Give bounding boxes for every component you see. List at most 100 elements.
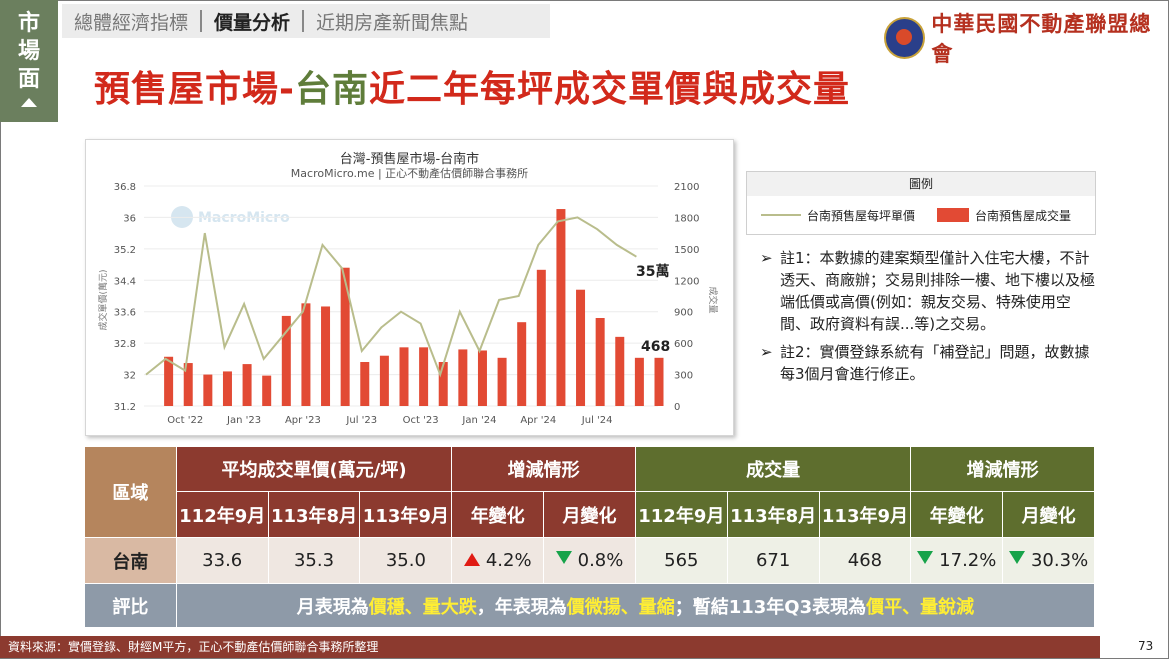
price-yoy-cell: 4.2% xyxy=(451,537,545,584)
volume-bar xyxy=(379,355,389,406)
chart-subtitle: MacroMicro.me | 正心不動產估價師聯合事務所 xyxy=(290,167,529,180)
y-right-axis-label: 成交量 xyxy=(707,286,719,313)
price-yoy-value: 4.2% xyxy=(485,550,532,571)
x-tick-label: Jul '23 xyxy=(345,415,377,426)
price-cell: 35.0 xyxy=(359,537,453,584)
header-period: 112年9月 xyxy=(634,491,728,538)
volume-bar xyxy=(497,357,507,406)
price-line xyxy=(145,216,637,378)
nav-divider xyxy=(302,10,305,32)
y-left-tick-label: 32 xyxy=(123,371,136,382)
arrow-bullet-icon: ➢ xyxy=(760,249,773,267)
triangle-up-icon xyxy=(463,553,480,566)
volume-bar xyxy=(517,322,527,406)
y-right-tick-label: 1500 xyxy=(674,245,699,256)
side-tab-char: 面 xyxy=(17,67,40,92)
title-part-1: 預售屋市場- xyxy=(94,69,295,110)
volume-bar xyxy=(360,362,370,406)
y-left-tick-label: 36.8 xyxy=(114,182,136,193)
eval-summary: 月表現為價穩、量大跌，年表現為價微揚、量縮；暫結113年Q3表現為價平、量銳減 xyxy=(175,583,1096,628)
y-left-tick-label: 34.4 xyxy=(114,276,136,287)
legend-line-swatch xyxy=(761,214,801,216)
arrow-bullet-icon: ➢ xyxy=(760,343,773,361)
note-text: 註2：實價登錄系統有「補登記」問題，故數據每3個月會進行修正。 xyxy=(780,343,1090,383)
note-text: 註1：本數據的建案類型僅計入住宅大樓，不計透天、商廠辦；交易則排除一樓、地下樓以… xyxy=(780,249,1096,333)
chart-title: 台灣-預售屋市場-台南市 xyxy=(339,152,480,167)
association-logo: 中華民國不動產聯盟總會 xyxy=(884,8,1169,68)
volume-bar xyxy=(419,347,429,406)
legend-line-label: 台南預售屋每坪單價 xyxy=(807,208,916,223)
triangle-down-icon xyxy=(555,551,572,564)
volume-bar xyxy=(301,303,311,406)
y-right-tick-label: 300 xyxy=(674,371,693,382)
table-row: 台南 33.6 35.3 35.0 4.2% 0.8% 565 671 468 … xyxy=(84,537,1095,584)
y-left-tick-label: 32.8 xyxy=(114,339,136,350)
price-mom-value: 0.8% xyxy=(577,550,624,571)
side-tab-char: 場 xyxy=(17,39,40,64)
chart-legend: 圖例 台南預售屋每坪單價 台南預售屋成交量 xyxy=(746,171,1096,235)
volume-bar xyxy=(615,336,625,406)
price-cell: 35.3 xyxy=(267,537,361,584)
header-area: 區域 xyxy=(84,446,177,538)
volume-bar xyxy=(477,350,487,406)
volume-bar xyxy=(438,362,448,406)
header-period: 112年9月 xyxy=(175,491,269,538)
header-period: 113年8月 xyxy=(267,491,361,538)
x-tick-label: Apr '24 xyxy=(520,415,556,426)
x-tick-label: Jan '24 xyxy=(461,415,496,426)
legend-title: 圖例 xyxy=(747,172,1095,196)
volume-bar xyxy=(399,347,409,406)
price-cell: 33.6 xyxy=(175,537,269,584)
association-seal-icon xyxy=(884,17,926,59)
header-yoy: 年變化 xyxy=(910,491,1004,538)
volume-bar xyxy=(183,363,193,406)
nav-item-macro[interactable]: 總體經濟指標 xyxy=(74,11,189,34)
x-tick-label: Jan '23 xyxy=(226,415,261,426)
volume-cell: 565 xyxy=(634,537,728,584)
volume-annotation: 468 xyxy=(641,339,671,355)
volume-cell: 671 xyxy=(726,537,820,584)
volume-bar xyxy=(654,357,664,406)
legend-bar-label: 台南預售屋成交量 xyxy=(975,208,1072,223)
eval-text: ；暫結113年Q3表現為 xyxy=(674,596,867,618)
page-number: 73 xyxy=(1138,639,1154,653)
volume-yoy-cell: 17.2% xyxy=(910,537,1004,584)
nav-divider xyxy=(200,10,203,32)
header-mom: 月變化 xyxy=(543,491,636,538)
x-tick-label: Apr '23 xyxy=(285,415,321,426)
x-tick-label: Oct '23 xyxy=(403,415,439,426)
x-tick-label: Oct '22 xyxy=(167,415,203,426)
volume-mom-value: 30.3% xyxy=(1030,550,1089,571)
volume-bar xyxy=(595,318,605,406)
price-mom-cell: 0.8% xyxy=(543,537,636,584)
header-price: 平均成交單價(萬元/坪) xyxy=(175,446,453,492)
volume-bar xyxy=(458,349,468,406)
y-left-tick-label: 35.2 xyxy=(114,245,136,256)
y-right-tick-label: 0 xyxy=(674,402,680,413)
source-footer: 資料來源：實價登錄、財經M平方，正心不動產估價師聯合事務所整理 xyxy=(0,636,1100,658)
nav-item-price-volume[interactable]: 價量分析 xyxy=(214,11,291,34)
y-right-tick-label: 600 xyxy=(674,339,693,350)
volume-bar xyxy=(222,371,232,406)
y-right-tick-label: 900 xyxy=(674,308,693,319)
header-volume: 成交量 xyxy=(634,446,912,492)
volume-bar xyxy=(242,364,252,406)
header-price-change: 增減情形 xyxy=(451,446,636,492)
notes: ➢ 註1：本數據的建案類型僅計入住宅大樓，不計透天、商廠辦；交易則排除一樓、地下… xyxy=(760,247,1100,391)
title-city: 台南 xyxy=(294,69,369,110)
summary-table: 區域 平均成交單價(萬元/坪) 增減情形 成交量 增減情形 112年9月 113… xyxy=(84,446,1096,628)
volume-bar xyxy=(281,315,291,406)
chart-panel: 台灣-預售屋市場-台南市 MacroMicro.me | 正心不動產估價師聯合事… xyxy=(85,139,734,436)
association-name: 中華民國不動產聯盟總會 xyxy=(931,11,1152,66)
table-row: 評比 月表現為價穩、量大跌，年表現為價微揚、量縮；暫結113年Q3表現為價平、量… xyxy=(84,583,1096,628)
nav-item-news[interactable]: 近期房產新聞焦點 xyxy=(316,11,469,34)
watermark-text: MacroMicro xyxy=(198,210,290,226)
eval-highlight: 價穩、量大跌 xyxy=(368,596,477,618)
triangle-down-icon xyxy=(1008,551,1025,564)
header-period: 113年8月 xyxy=(726,491,820,538)
y-left-tick-label: 36 xyxy=(123,213,136,224)
note-item: ➢ 註1：本數據的建案類型僅計入住宅大樓，不計透天、商廠辦；交易則排除一樓、地下… xyxy=(760,247,1100,335)
y-right-tick-label: 1800 xyxy=(674,213,699,224)
triangle-up-icon xyxy=(21,98,37,107)
price-annotation: 35萬 xyxy=(636,264,670,280)
